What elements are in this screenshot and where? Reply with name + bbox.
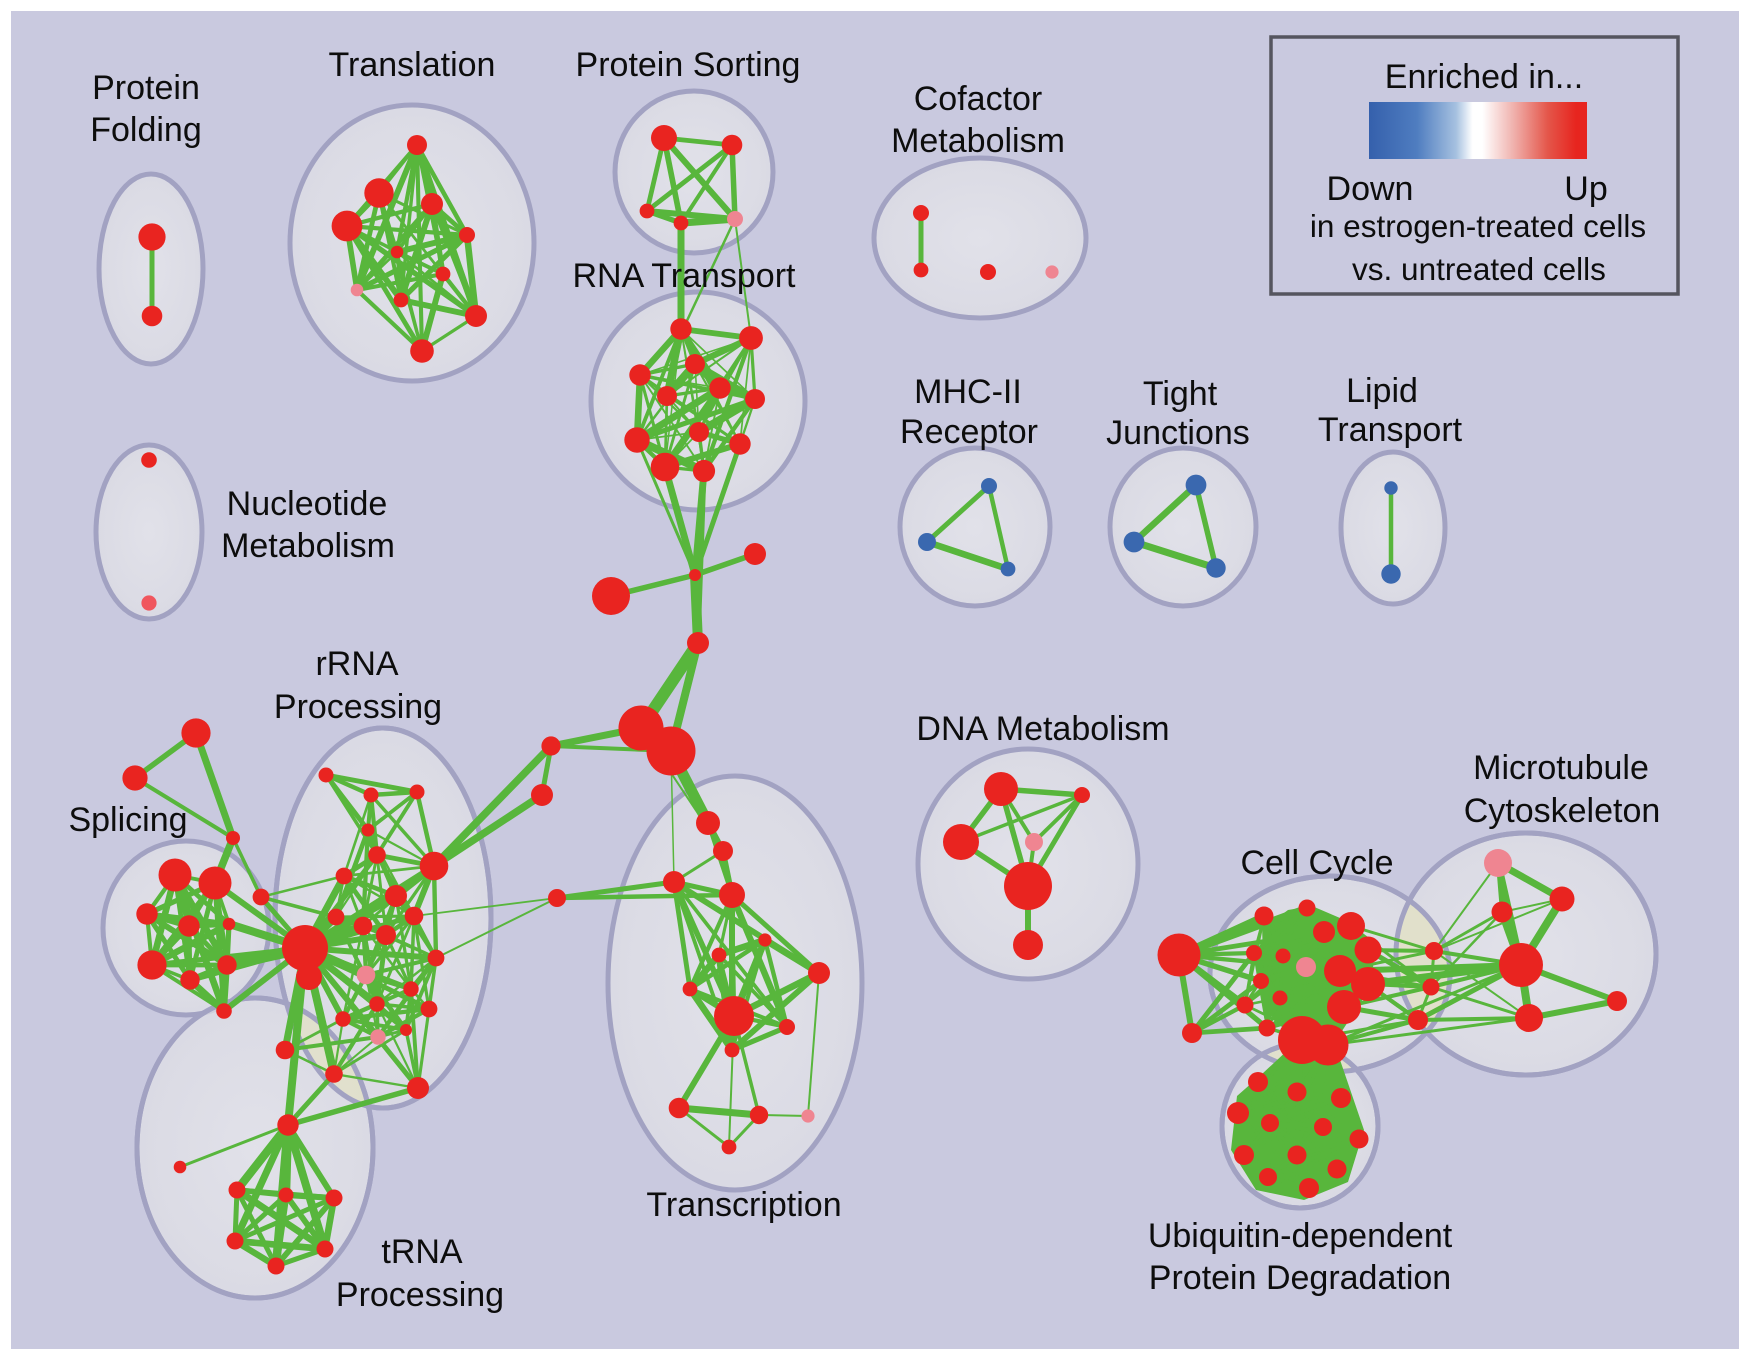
- svg-text:Processing: Processing: [336, 1276, 504, 1314]
- svg-text:Protein Sorting: Protein Sorting: [576, 46, 801, 84]
- svg-text:rRNA: rRNA: [315, 645, 398, 683]
- svg-text:Protein Degradation: Protein Degradation: [1149, 1259, 1451, 1297]
- svg-text:Transcription: Transcription: [646, 1186, 841, 1224]
- svg-text:DNA Metabolism: DNA Metabolism: [916, 710, 1169, 748]
- svg-text:Lipid: Lipid: [1346, 372, 1418, 410]
- svg-text:Cell Cycle: Cell Cycle: [1240, 844, 1393, 882]
- svg-text:Enriched in...: Enriched in...: [1385, 58, 1583, 96]
- svg-text:Down: Down: [1327, 170, 1414, 208]
- svg-text:Junctions: Junctions: [1106, 414, 1250, 452]
- svg-text:Metabolism: Metabolism: [221, 527, 395, 565]
- svg-text:Nucleotide: Nucleotide: [227, 485, 388, 523]
- svg-text:MHC-II: MHC-II: [914, 373, 1022, 411]
- svg-text:vs. untreated cells: vs. untreated cells: [1352, 251, 1606, 287]
- svg-text:Receptor: Receptor: [900, 413, 1038, 451]
- svg-text:Processing: Processing: [274, 688, 442, 726]
- svg-text:Folding: Folding: [90, 111, 202, 149]
- svg-text:Microtubule: Microtubule: [1473, 749, 1649, 787]
- svg-text:Cytoskeleton: Cytoskeleton: [1464, 792, 1661, 830]
- svg-text:Up: Up: [1564, 170, 1607, 208]
- svg-text:Metabolism: Metabolism: [891, 122, 1065, 160]
- svg-text:RNA Transport: RNA Transport: [573, 257, 797, 295]
- svg-text:tRNA: tRNA: [381, 1233, 463, 1271]
- svg-text:Ubiquitin-dependent: Ubiquitin-dependent: [1148, 1217, 1453, 1255]
- svg-text:Translation: Translation: [329, 46, 496, 84]
- svg-text:Protein: Protein: [92, 69, 200, 107]
- svg-text:Transport: Transport: [1318, 411, 1463, 449]
- svg-text:Tight: Tight: [1143, 375, 1218, 413]
- svg-text:Splicing: Splicing: [68, 801, 187, 839]
- svg-text:Cofactor: Cofactor: [914, 80, 1043, 118]
- svg-text:in estrogen-treated cells: in estrogen-treated cells: [1310, 208, 1646, 244]
